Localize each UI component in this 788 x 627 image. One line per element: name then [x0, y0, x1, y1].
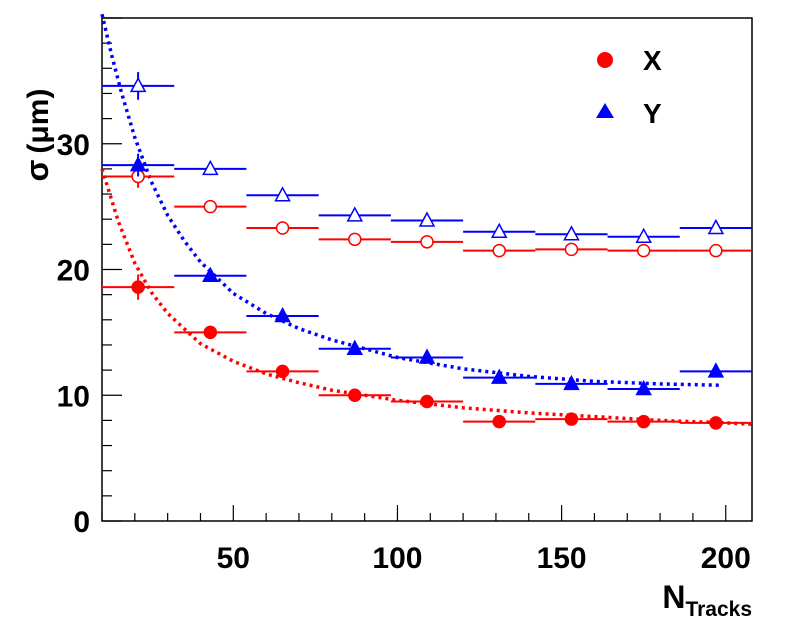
x-fit-curve — [100, 168, 753, 426]
triangle-marker — [490, 222, 508, 239]
x-filled-point — [463, 414, 536, 429]
y-fit-curve — [100, 13, 720, 387]
y-tick-label: 0 — [73, 506, 90, 539]
x-open-point — [607, 243, 680, 258]
triangle-marker — [635, 379, 652, 396]
x-filled-point — [607, 414, 680, 429]
triangle-marker — [129, 156, 147, 172]
y-filled-point — [246, 306, 319, 323]
circle-marker — [564, 412, 579, 426]
circle-marker — [348, 232, 362, 247]
x-tick-label: 50 — [217, 542, 250, 575]
triangle-marker — [202, 266, 219, 283]
x-tick-label: 150 — [537, 542, 587, 575]
y-axis-title-main: σ — [19, 159, 55, 181]
x-filled-point — [102, 274, 175, 300]
y-filled-point — [174, 266, 247, 283]
circle-marker — [709, 243, 723, 258]
x-open-point — [679, 243, 752, 258]
circle-marker — [275, 364, 290, 379]
x-filled-point — [318, 388, 391, 402]
x-filled-point — [535, 412, 608, 426]
circle-marker — [492, 414, 506, 429]
x-open-point — [318, 232, 391, 247]
y-tick-label: 30 — [57, 129, 90, 162]
y-filled-point — [607, 379, 680, 396]
x-axis-title-main: N — [662, 579, 685, 615]
y-open-point — [102, 72, 175, 100]
circle-marker — [636, 243, 651, 258]
y-tick-label: 10 — [57, 380, 90, 413]
y-filled-point — [679, 362, 752, 378]
triangle-marker — [202, 159, 219, 176]
circle-marker — [492, 243, 506, 258]
triangle-marker — [274, 186, 291, 202]
x-filled-point — [246, 364, 319, 379]
data-series — [102, 72, 752, 430]
circle-marker — [131, 280, 145, 294]
y-open-point — [679, 218, 752, 235]
y-open-point — [607, 227, 680, 244]
y-tick-labels: 0 10 20 30 — [57, 129, 90, 539]
triangle-marker — [346, 339, 364, 355]
circle-marker — [203, 325, 218, 340]
fit-curves — [100, 13, 753, 426]
circle-marker — [420, 394, 434, 409]
x-open-point — [535, 242, 608, 257]
y-open-point — [390, 211, 464, 227]
x-axis-title-sub: Tracks — [685, 598, 752, 621]
y-open-point — [174, 159, 247, 176]
triangle-marker — [563, 225, 580, 241]
y-axis-title: σ (μm) — [19, 89, 55, 182]
x-open-point — [246, 221, 319, 235]
x-axis-title: NTracks — [662, 579, 752, 621]
circle-marker — [636, 414, 651, 429]
x-open-point — [390, 235, 464, 249]
triangle-marker — [707, 218, 725, 235]
legend-marker-y — [596, 103, 614, 118]
y-open-point — [463, 222, 536, 239]
y-open-point — [318, 206, 391, 222]
x-tick-labels: 50 100 150 200 — [217, 542, 751, 575]
plot-frame — [101, 17, 753, 522]
triangle-marker — [346, 206, 364, 222]
circle-marker — [275, 221, 290, 235]
y-filled-point — [318, 339, 391, 355]
circle-marker — [348, 388, 362, 402]
y-open-point — [535, 225, 608, 241]
circle-marker — [420, 235, 434, 249]
y-filled-point — [102, 153, 175, 177]
legend-label-x: X — [643, 45, 662, 76]
x-tick-label: 100 — [372, 542, 422, 575]
x-tick-label: 200 — [701, 542, 751, 575]
x-filled-point — [679, 416, 752, 430]
triangle-marker — [563, 374, 580, 391]
triangle-marker — [418, 348, 436, 364]
y-filled-point — [463, 368, 536, 384]
triangle-marker — [418, 211, 436, 227]
y-tick-label: 20 — [57, 255, 90, 288]
y-axis-title-unit: (μm) — [22, 89, 55, 154]
axis-ticks — [101, 17, 727, 522]
x-filled-point — [174, 325, 247, 340]
triangle-marker — [490, 368, 508, 384]
x-open-point — [174, 199, 247, 214]
y-filled-point — [390, 348, 464, 364]
x-filled-point — [390, 394, 464, 409]
triangle-marker — [707, 362, 725, 378]
y-filled-point — [535, 374, 608, 391]
triangle-marker — [274, 306, 291, 323]
legend-marker-x — [597, 52, 613, 68]
circle-marker — [203, 199, 218, 214]
legend: X Y — [596, 45, 662, 129]
x-open-point — [463, 243, 536, 258]
circle-marker — [709, 416, 723, 430]
circle-marker — [564, 242, 579, 257]
triangle-marker — [129, 76, 147, 93]
triangle-marker — [635, 227, 652, 244]
legend-label-y: Y — [643, 98, 662, 129]
y-open-point — [246, 186, 319, 202]
